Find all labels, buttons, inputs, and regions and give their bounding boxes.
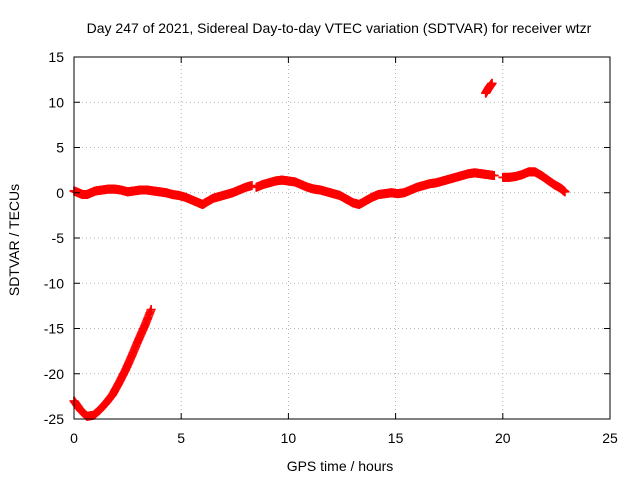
axis-ticks: 0 5 10 15 20 25 15 10 5 0 -5 -10 -15 -20 -25 — [44, 49, 618, 446]
y-tick-label: -25 — [44, 411, 64, 427]
y-tick-label: -10 — [44, 275, 64, 291]
series-main — [69, 181, 257, 210]
series-late — [498, 167, 570, 197]
x-tick-label: 5 — [177, 430, 185, 446]
data-point — [487, 78, 497, 88]
x-tick-label: 20 — [495, 430, 511, 446]
x-tick-label: 10 — [281, 430, 297, 446]
data-point — [560, 187, 570, 197]
y-tick-label: 0 — [56, 185, 64, 201]
y-tick-label: -15 — [44, 321, 64, 337]
x-tick-label: 0 — [70, 430, 78, 446]
y-axis-label: SDTVAR / TECUs — [6, 184, 22, 296]
x-tick-label: 25 — [602, 430, 618, 446]
grid — [74, 57, 610, 419]
data-point — [146, 304, 156, 314]
series-outlier — [481, 78, 497, 98]
x-axis-label: GPS time / hours — [287, 458, 394, 474]
data-series — [69, 78, 570, 421]
y-tick-label: -20 — [44, 366, 64, 382]
x-tick-label: 15 — [388, 430, 404, 446]
y-tick-label: 10 — [48, 94, 64, 110]
y-tick-label: 5 — [56, 140, 64, 156]
data-point — [489, 171, 499, 181]
series-early — [69, 304, 156, 421]
y-tick-label: 15 — [48, 49, 64, 65]
y-tick-label: -5 — [52, 230, 65, 246]
chart-title: Day 247 of 2021, Sidereal Day-to-day VTE… — [87, 20, 592, 36]
series-mid — [251, 168, 499, 210]
